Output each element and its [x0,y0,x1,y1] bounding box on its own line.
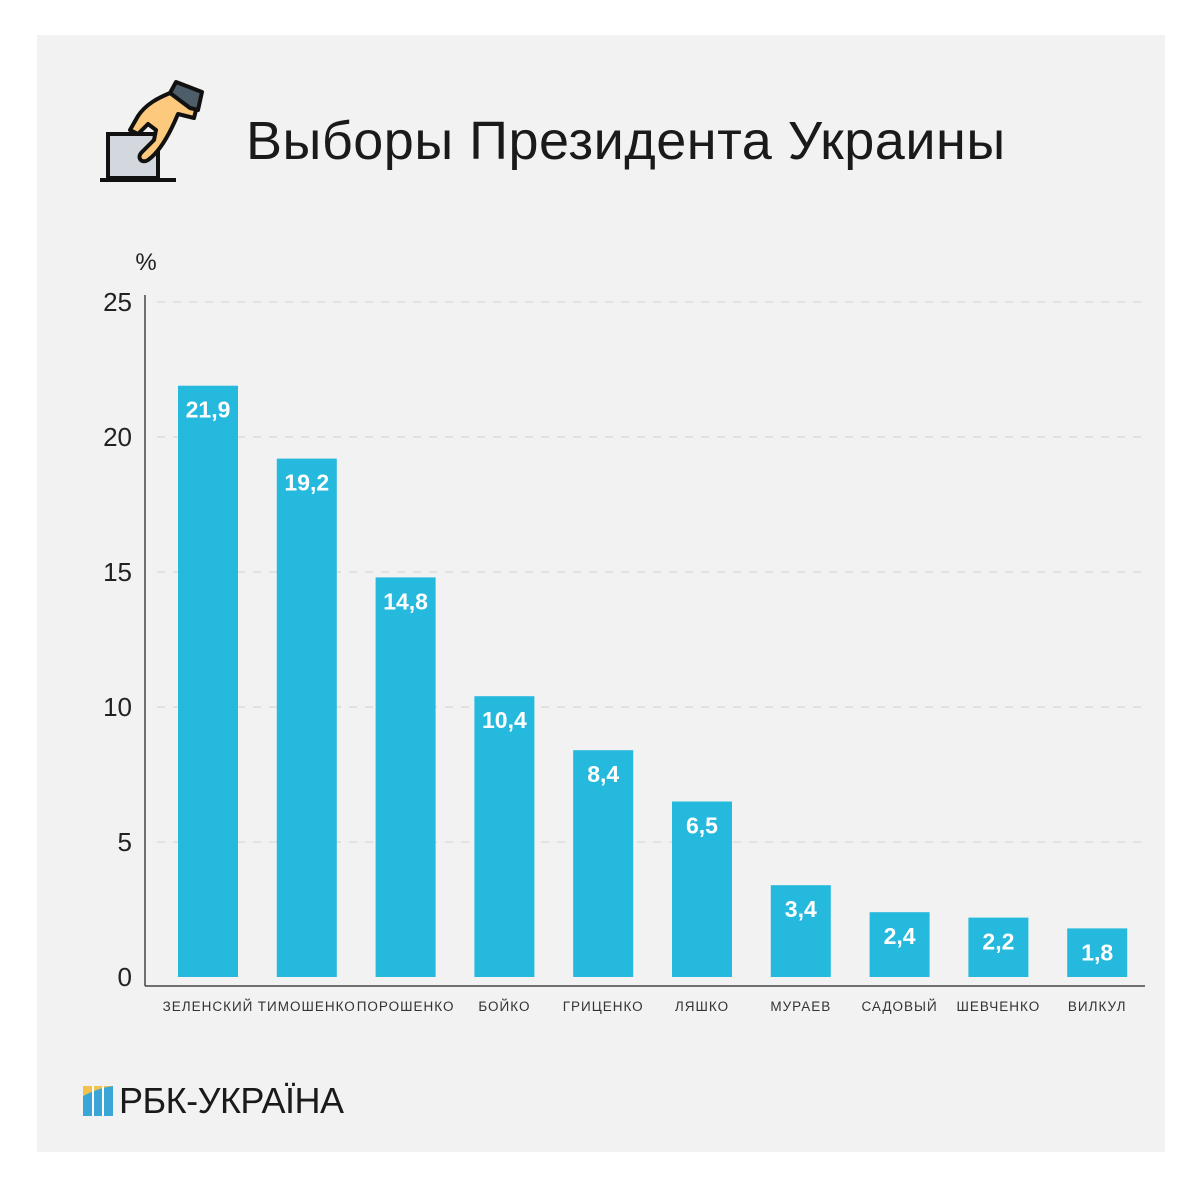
logo-mark-icon [83,1086,113,1116]
bar-value-label: 21,9 [186,397,231,423]
bar-value-label: 6,5 [686,813,718,839]
bar [672,801,732,977]
x-tick-label: САДОВЫЙ [861,999,937,1014]
bar [375,577,436,977]
x-tick-label: ШЕВЧЕНКО [957,999,1041,1014]
page-title: Выборы Президента Украины [246,111,1006,171]
bar [770,885,831,977]
x-tick-label: ВИЛКУЛ [1068,999,1127,1014]
y-tick-label: 0 [118,962,132,992]
x-tick-label: ЛЯШКО [675,999,729,1014]
y-axis-label: % [135,249,156,276]
bar [276,458,337,978]
y-tick-label: 15 [103,557,132,587]
bar-value-label: 14,8 [383,588,428,614]
x-tick-label: ПОРОШЕНКО [357,999,455,1014]
y-tick-label: 5 [118,827,132,857]
rbc-ukraine-logo: РБК-УКРАЇНА [83,1080,344,1122]
bar [573,750,634,977]
bar [1067,928,1128,977]
bar-value-label: 8,4 [587,761,619,787]
x-tick-label: ТИМОШЕНКО [258,999,356,1014]
bar-value-label: 19,2 [284,470,329,496]
bar-value-label: 2,2 [982,929,1014,955]
bar [474,696,535,977]
x-tick-label: БОЙКО [478,999,530,1014]
bar-value-label: 2,4 [884,923,916,949]
bar-value-label: 10,4 [482,707,527,733]
logo-text: РБК-УКРАЇНА [119,1080,344,1121]
y-tick-label: 10 [103,692,132,722]
x-tick-label: МУРАЕВ [770,999,831,1014]
bar-value-label: 3,4 [785,896,817,922]
bar-value-label: 1,8 [1081,939,1113,965]
y-tick-label: 25 [103,287,132,317]
ballot-box-hand-icon [100,80,204,182]
bar [968,917,1029,977]
y-tick-label: 20 [103,422,132,452]
bar [869,912,930,977]
bar [178,385,238,977]
x-tick-label: ЗЕЛЕНСКИЙ [163,999,254,1014]
x-tick-label: ГРИЦЕНКО [563,999,644,1014]
